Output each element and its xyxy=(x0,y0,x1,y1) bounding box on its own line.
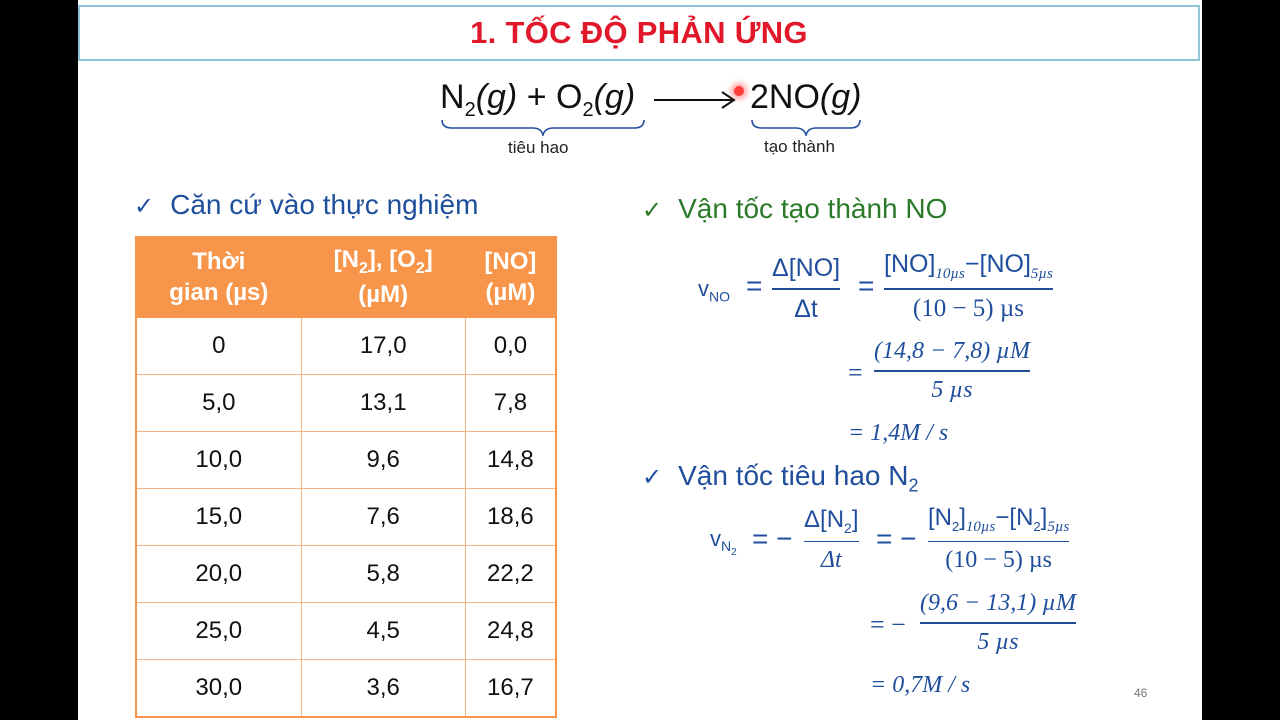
v-no-fraction-2: [NO]10µs−[NO]5µs (10 − 5) µs xyxy=(884,250,1053,322)
v-n2-result: = 0,7M / s xyxy=(870,672,971,698)
check-icon: ✓ xyxy=(642,197,663,224)
header-n2-o2: [N2], [O2] (µM) xyxy=(300,236,466,318)
header-time: Thời gian (µs) xyxy=(134,236,302,318)
table-row: 5,0 13,1 7,8 xyxy=(134,374,557,432)
bullet-no-rate: ✓ Vận tốc tạo thành NO xyxy=(642,193,948,224)
v-n2-equals-3: = − xyxy=(870,610,906,639)
title-bar: 1. TỐC ĐỘ PHẢN ỨNG xyxy=(78,5,1200,61)
n2-symbol: N xyxy=(440,78,465,116)
v-no-fraction-3: (14,8 − 7,8) µM 5 µs xyxy=(874,338,1030,403)
v-n2-equals-2: = − xyxy=(876,523,917,554)
check-icon: ✓ xyxy=(134,193,155,220)
reaction-reactants: N2(g) + O2(g) xyxy=(440,78,636,121)
reaction-product: 2NO(g) xyxy=(750,78,862,116)
product-brace-icon xyxy=(751,119,861,136)
table-row: 30,0 3,6 16,7 xyxy=(134,659,557,718)
page-number: 46 xyxy=(1134,686,1148,700)
bullet-experiment: ✓ Căn cứ vào thực nghiệm xyxy=(134,189,479,220)
v-no-result: = 1,4M / s xyxy=(848,420,949,446)
product-label: tạo thành xyxy=(764,137,835,156)
v-no-fraction-1: Δ[NO] Δt xyxy=(772,254,841,323)
v-n2-fraction-3: (9,6 − 13,1) µM 5 µs xyxy=(920,590,1076,655)
o2-symbol: O xyxy=(556,78,583,116)
bullet-n2-rate: ✓ Vận tốc tiêu hao N2 xyxy=(642,460,919,496)
slide-title: 1. TỐC ĐỘ PHẢN ỨNG xyxy=(470,15,808,50)
table-header-row: Thời gian (µs) [N2], [O2] (µM) [NO] (µM) xyxy=(134,236,557,318)
v-n2-symbol: vN2 xyxy=(710,526,737,559)
reactant-brace-icon xyxy=(441,119,645,136)
table-row: 15,0 7,6 18,6 xyxy=(134,488,557,546)
reaction-arrow-icon xyxy=(654,91,736,109)
table-row: 0 17,0 0,0 xyxy=(134,317,557,375)
table-row: 25,0 4,5 24,8 xyxy=(134,602,557,660)
plus-sign: + xyxy=(526,78,547,116)
v-n2-equals-1: = − xyxy=(752,523,793,554)
pointer-dot xyxy=(734,86,744,96)
table-row: 10,0 9,6 14,8 xyxy=(134,431,557,489)
check-icon: ✓ xyxy=(642,464,663,491)
table-row: 20,0 5,8 22,2 xyxy=(134,545,557,603)
v-n2-fraction-2: [N2]10µs−[N2]5µs (10 − 5) µs xyxy=(928,504,1070,574)
v-no-equals-3: = xyxy=(848,358,863,387)
v-no-equals-2: = xyxy=(858,270,875,301)
v-n2-fraction-1: Δ[N2] Δt xyxy=(804,506,859,574)
slide: 1. TỐC ĐỘ PHẢN ỨNG N2(g) + O2(g) 2NO(g) … xyxy=(78,0,1202,720)
v-no-equals-1: = xyxy=(746,270,763,301)
reactant-label: tiêu hao xyxy=(508,138,569,157)
header-no: [NO] (µM) xyxy=(464,236,557,318)
v-no-symbol: vNO xyxy=(698,276,730,305)
